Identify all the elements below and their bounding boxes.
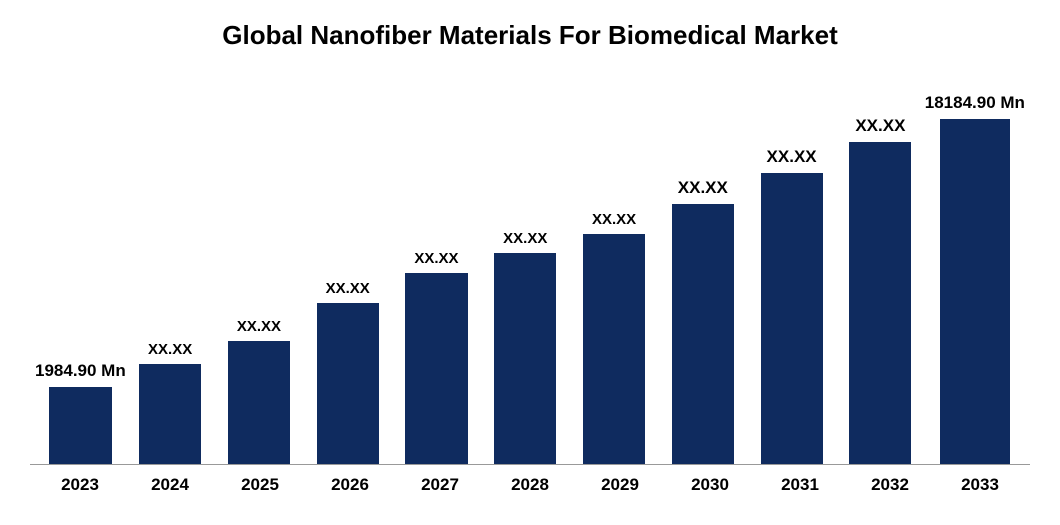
- x-axis-label: 2029: [575, 475, 665, 495]
- x-axis-label: 2023: [35, 475, 125, 495]
- x-axis-label: 2032: [845, 475, 935, 495]
- bar-column: XX.XX: [836, 81, 925, 464]
- bar-value-label: XX.XX: [678, 178, 728, 198]
- bar-value-label: XX.XX: [326, 280, 370, 297]
- bar: [672, 204, 734, 464]
- bar-value-label: XX.XX: [237, 318, 281, 335]
- x-axis-label: 2031: [755, 475, 845, 495]
- bar-column: XX.XX: [570, 81, 659, 464]
- bar-value-label: XX.XX: [148, 341, 192, 358]
- bar-value-label: 1984.90 Mn: [35, 361, 126, 381]
- bar: [940, 119, 1010, 464]
- bar: [405, 273, 467, 465]
- bar: [228, 341, 290, 464]
- bar: [49, 387, 113, 464]
- bar-value-label: XX.XX: [855, 116, 905, 136]
- bar-column: 18184.90 Mn: [925, 81, 1025, 464]
- x-axis: 2023202420252026202720282029203020312032…: [30, 465, 1030, 495]
- bar-value-label: 18184.90 Mn: [925, 93, 1025, 113]
- x-axis-label: 2028: [485, 475, 575, 495]
- x-axis-label: 2030: [665, 475, 755, 495]
- x-axis-label: 2033: [935, 475, 1025, 495]
- chart-title: Global Nanofiber Materials For Biomedica…: [30, 20, 1030, 51]
- bar-column: XX.XX: [658, 81, 747, 464]
- bar-column: XX.XX: [303, 81, 392, 464]
- bar: [761, 173, 823, 464]
- bar-column: XX.XX: [126, 81, 215, 464]
- plot-area: 1984.90 Mn XX.XX XX.XX XX.XX XX.XX XX.XX XX.XX…: [30, 81, 1030, 465]
- bar: [583, 234, 645, 464]
- x-axis-label: 2026: [305, 475, 395, 495]
- bar-value-label: XX.XX: [767, 147, 817, 167]
- bar-value-label: XX.XX: [503, 230, 547, 247]
- x-axis-label: 2025: [215, 475, 305, 495]
- bar: [317, 303, 379, 464]
- bar-value-label: XX.XX: [414, 250, 458, 267]
- chart-container: Global Nanofiber Materials For Biomedica…: [0, 0, 1060, 525]
- bar-column: XX.XX: [392, 81, 481, 464]
- bar-column: XX.XX: [215, 81, 304, 464]
- x-axis-label: 2027: [395, 475, 485, 495]
- bar-column: 1984.90 Mn: [35, 81, 126, 464]
- bar-column: XX.XX: [747, 81, 836, 464]
- x-axis-label: 2024: [125, 475, 215, 495]
- bars-group: 1984.90 Mn XX.XX XX.XX XX.XX XX.XX XX.XX XX.XX…: [30, 81, 1030, 464]
- bar: [849, 142, 911, 464]
- bar: [139, 364, 201, 464]
- bar: [494, 253, 556, 464]
- bar-value-label: XX.XX: [592, 211, 636, 228]
- bar-column: XX.XX: [481, 81, 570, 464]
